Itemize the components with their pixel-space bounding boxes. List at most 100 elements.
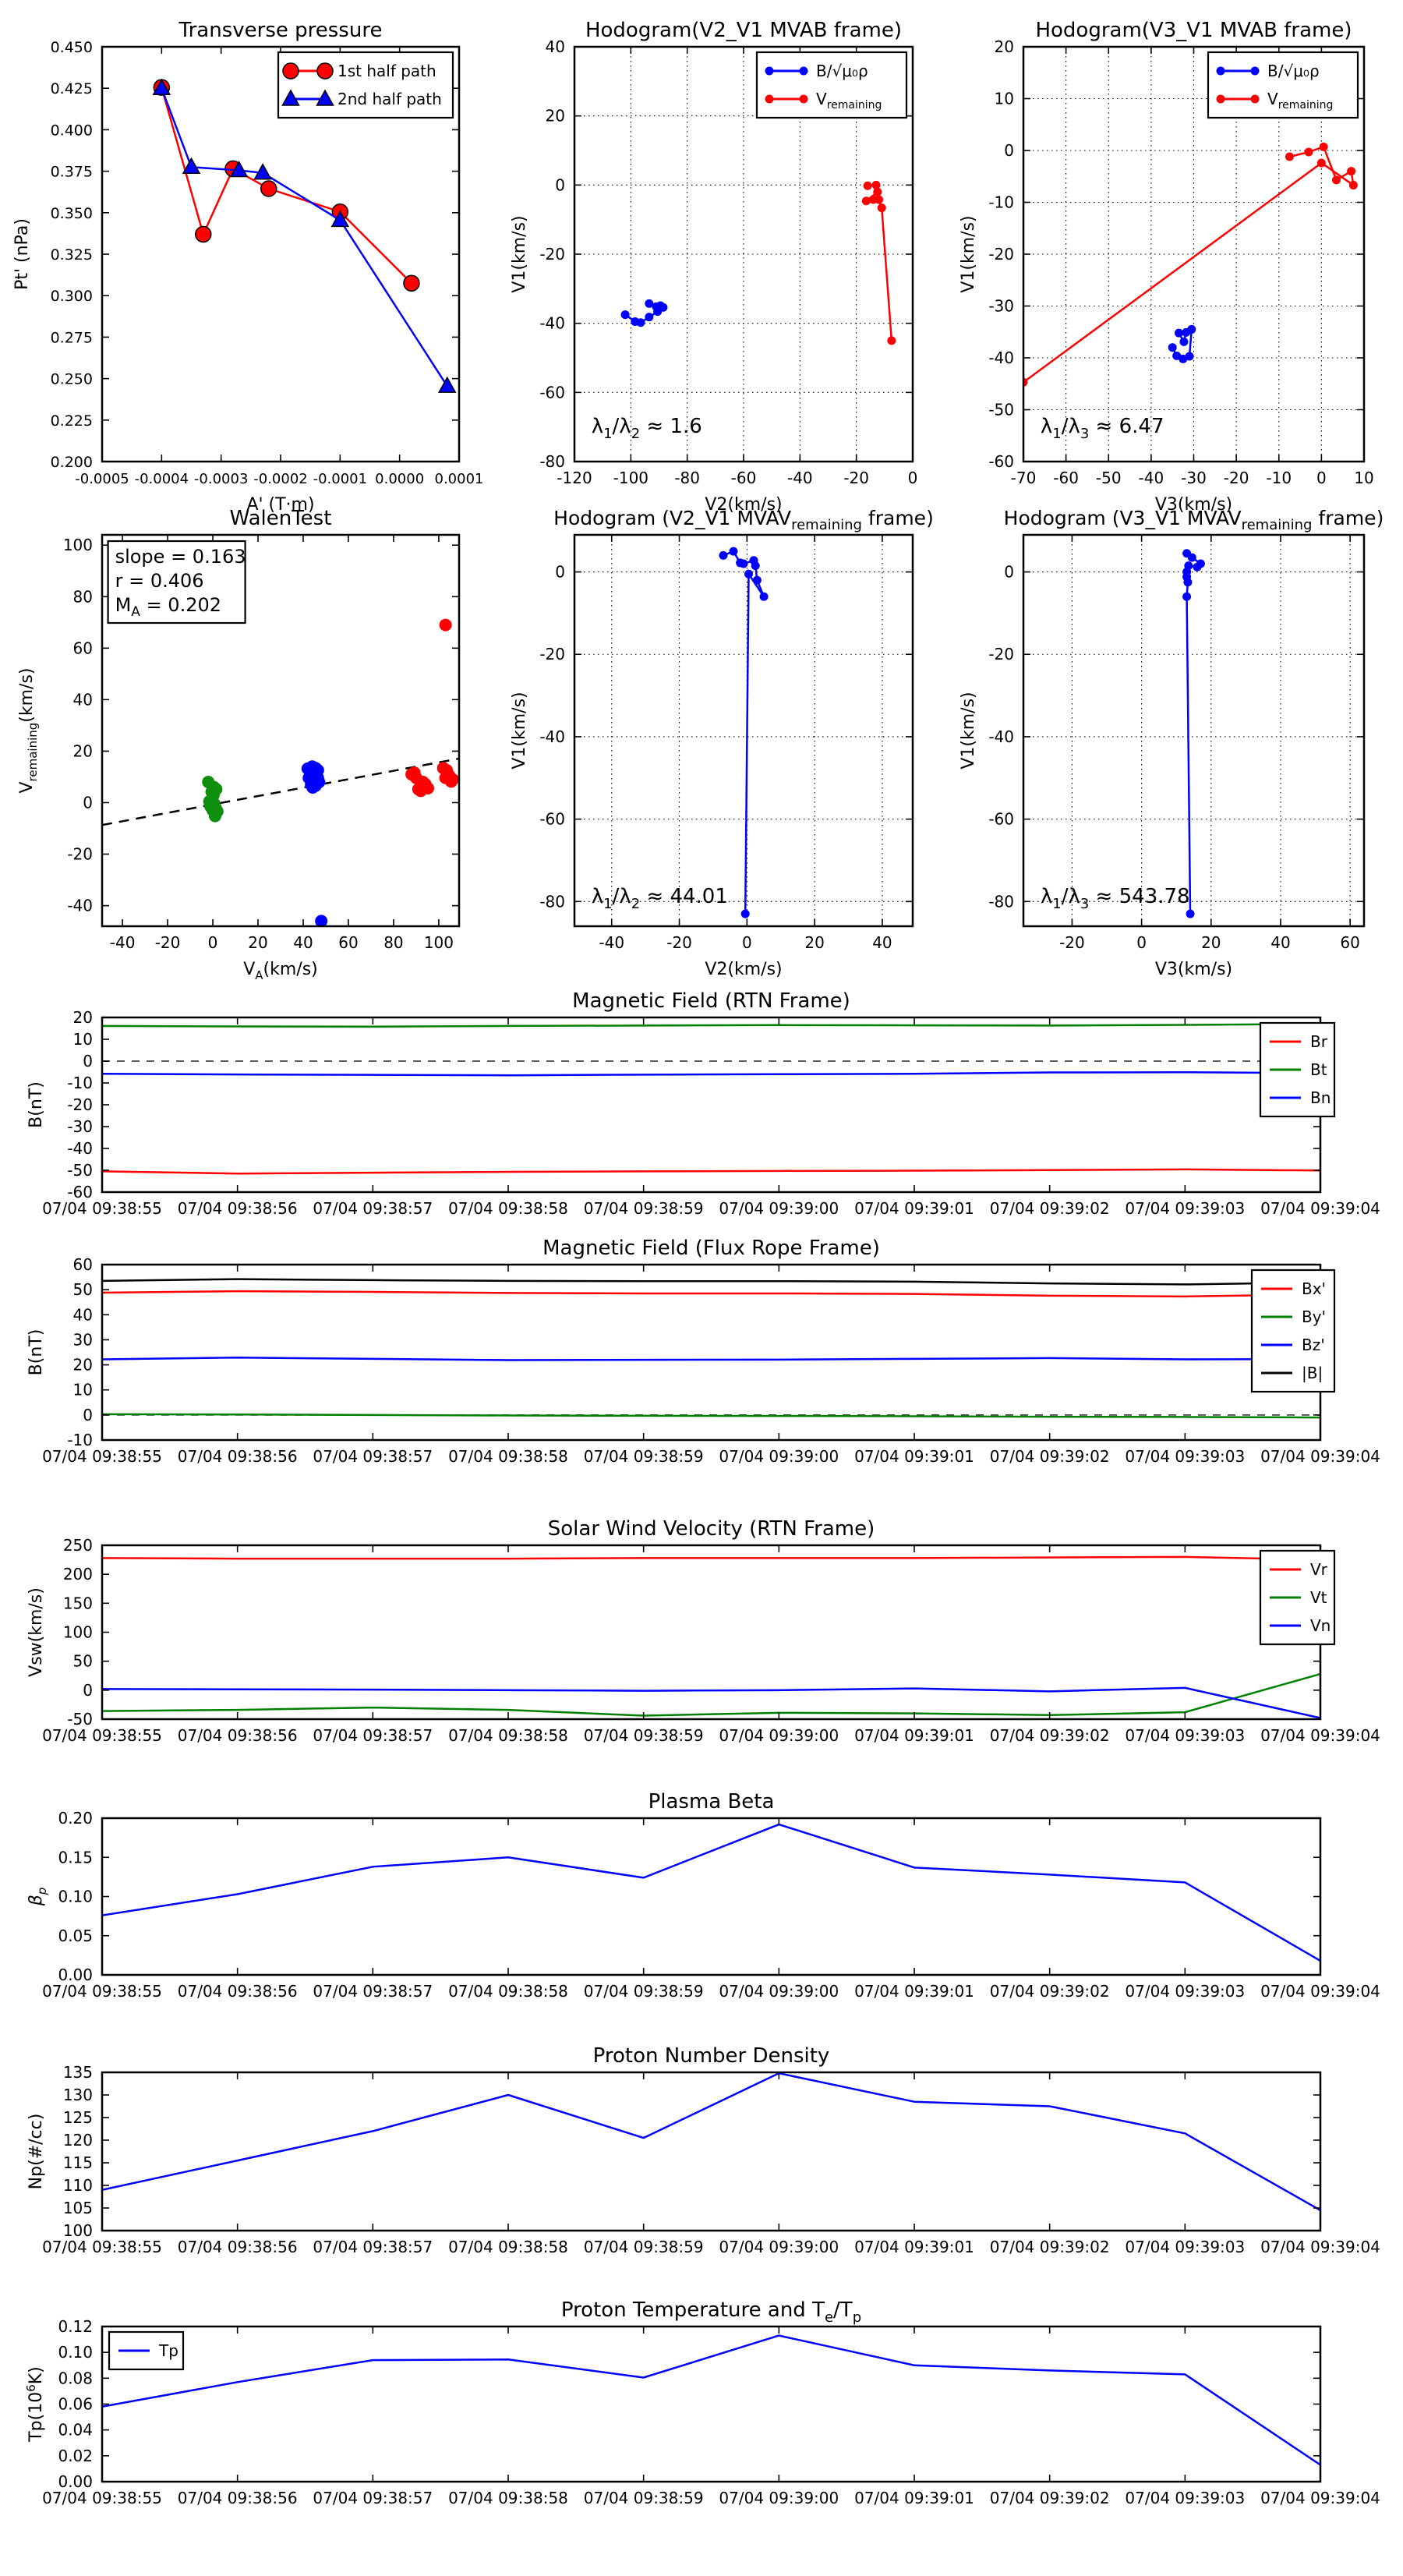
x-tick-label: 07/04 09:38:57 — [313, 2489, 433, 2507]
legend-label: Bz' — [1302, 1336, 1325, 1354]
x-tick-label: 07/04 09:39:03 — [1125, 1726, 1245, 1745]
x-tick-label: 07/04 09:38:55 — [42, 1726, 162, 1745]
grid — [574, 535, 913, 926]
y-tick-label: 0.350 — [51, 205, 93, 222]
x-tick-label: -20 — [155, 933, 181, 952]
x-tick-label: 07/04 09:38:56 — [178, 1447, 298, 1466]
x-tick-label: 07/04 09:38:55 — [42, 1447, 162, 1466]
y-tick-label: 250 — [63, 1536, 93, 1555]
x-tick-label: 07/04 09:38:58 — [448, 1982, 568, 2001]
x-tick-label: -10 — [1266, 469, 1292, 487]
chart-hodogram-v3v1-mvav: -20 0 20 40 60 -80 -60 -40 -20 0 Hodogram (V3_V1 M… — [959, 507, 1384, 979]
chart-walen-test: -40 -20 0 20 40 60 80 100 -40 -20 0 20 40 60 80 100 Wale… — [17, 507, 461, 982]
axes-spines — [101, 533, 461, 928]
x-tick-label: 07/04 09:38:57 — [313, 1447, 433, 1466]
x-tick-label: 07/04 09:38:55 — [42, 1199, 162, 1218]
x-axis-label: VA(km/s) — [243, 960, 318, 982]
x-tick-label: 07/04 09:38:57 — [313, 2238, 433, 2256]
y-tick-label: 0.250 — [51, 371, 93, 388]
series-fit-line — [102, 757, 459, 826]
y-tick-label: 0 — [1004, 563, 1014, 582]
annotation-text: λ1/λ2 ≈ 1.6 — [592, 415, 702, 442]
y-tick-label: 125 — [63, 2108, 93, 2127]
y-tick-label: 40 — [546, 37, 565, 56]
series-np — [102, 2072, 1320, 2211]
y-tick-label: 0.12 — [58, 2317, 93, 2336]
x-tick-label: 07/04 09:38:59 — [584, 2238, 704, 2256]
y-tick-label: -30 — [67, 1117, 93, 1136]
y-tick-label: 0.02 — [58, 2447, 93, 2465]
x-tick-label: -80 — [674, 469, 700, 487]
x-tick-label: -40 — [599, 933, 624, 952]
legend: B/√μ₀ρ Vremaining — [755, 51, 908, 119]
x-tick-label: -40 — [787, 469, 813, 487]
x-tick-label: 20 — [804, 933, 824, 952]
x-tick-label: -0.0001 — [313, 471, 367, 487]
y-tick-label: 0.15 — [58, 1848, 93, 1867]
y-axis: -50 0 50 100 150 200 250 — [63, 1536, 93, 1729]
y-tick-label: -20 — [988, 245, 1014, 264]
x-tick-label: 07/04 09:38:59 — [584, 1447, 704, 1466]
axis-ticks — [101, 1817, 1321, 1976]
x-tick-label: 07/04 09:39:03 — [1125, 1447, 1245, 1466]
y-tick-label: 0.00 — [58, 1966, 93, 1984]
chart-title: Transverse pressure — [178, 19, 383, 42]
series-group — [102, 1823, 1320, 1962]
series-bn — [102, 1071, 1320, 1077]
legend-label: By' — [1302, 1307, 1326, 1326]
series-vn — [102, 1686, 1320, 1719]
annotation: λ1/λ2 ≈ 1.6 — [592, 415, 702, 442]
y-tick-label: 150 — [63, 1594, 93, 1612]
y-tick-label: 0 — [83, 1052, 93, 1070]
x-tick-label: 07/04 09:39:01 — [854, 1982, 974, 2001]
x-tick-label: 07/04 09:39:00 — [719, 1982, 839, 2001]
x-tick-label: 07/04 09:39:02 — [990, 1447, 1110, 1466]
y-tick-label: 20 — [73, 1008, 93, 1027]
x-tick-label: 07/04 09:38:55 — [42, 1982, 162, 2001]
axis-ticks — [101, 2072, 1321, 2231]
x-tick-label: -0.0003 — [194, 471, 248, 487]
annotation-text: MA = 0.202 — [115, 594, 221, 620]
y-axis-label: Vremaining(km/s) — [17, 667, 40, 793]
x-tick-label: -20 — [1224, 469, 1249, 487]
y-tick-label: 60 — [73, 639, 93, 657]
y-tick-label: 40 — [73, 1305, 93, 1324]
y-axis-label: Pt' (nPa) — [12, 218, 32, 290]
x-tick-label: 60 — [338, 933, 358, 952]
y-tick-label: 0 — [83, 1406, 93, 1424]
legend: Tp — [108, 2330, 185, 2371]
x-tick-label: 0 — [1136, 933, 1147, 952]
y-tick-label: 120 — [63, 2131, 93, 2150]
legend-label: Vremaining — [816, 90, 882, 111]
x-tick-label: 07/04 09:39:01 — [854, 1447, 974, 1466]
y-tick-label: 10 — [995, 90, 1014, 108]
legend-label: |B| — [1302, 1364, 1323, 1382]
chart-title: Magnetic Field (Flux Rope Frame) — [542, 1237, 880, 1260]
y-tick-label: -20 — [988, 645, 1014, 663]
y-tick-label: -60 — [988, 810, 1014, 829]
legend-label: Vr — [1310, 1560, 1328, 1579]
y-tick-label: 0.10 — [58, 1888, 93, 1906]
y-tick-label: 100 — [63, 1623, 93, 1642]
x-tick-label: -60 — [731, 469, 757, 487]
y-axis-label: V1(km/s) — [510, 215, 529, 292]
x-tick-label: 07/04 09:38:56 — [178, 2238, 298, 2256]
axis-ticks — [574, 535, 913, 926]
plot-area — [574, 535, 913, 926]
chart-magnetic-field-flux-rope: 07/04 09:38:55 07/04 09:38:56 07/04 09:38:… — [27, 1237, 1380, 1466]
series-vt — [102, 1672, 1320, 1717]
x-tick-label: 07/04 09:39:00 — [719, 1447, 839, 1466]
x-axis: 07/04 09:38:55 07/04 09:38:56 07/04 09:38:… — [42, 1199, 1380, 1218]
y-tick-label: -80 — [539, 452, 565, 471]
x-tick-label: 07/04 09:39:00 — [719, 1199, 839, 1218]
chart-plasma-beta: 07/04 09:38:55 07/04 09:38:56 07/04 09:38:… — [27, 1790, 1380, 2001]
y-tick-label: 105 — [63, 2199, 93, 2217]
x-tick-label: 07/04 09:39:02 — [990, 2238, 1110, 2256]
legend-label: Vremaining — [1267, 90, 1333, 111]
x-tick-label: 07/04 09:38:58 — [448, 1199, 568, 1218]
y-axis: -40 -20 0 20 40 60 80 100 — [63, 536, 93, 915]
series-group — [102, 1023, 1320, 1175]
x-tick-label: -40 — [1139, 469, 1164, 487]
